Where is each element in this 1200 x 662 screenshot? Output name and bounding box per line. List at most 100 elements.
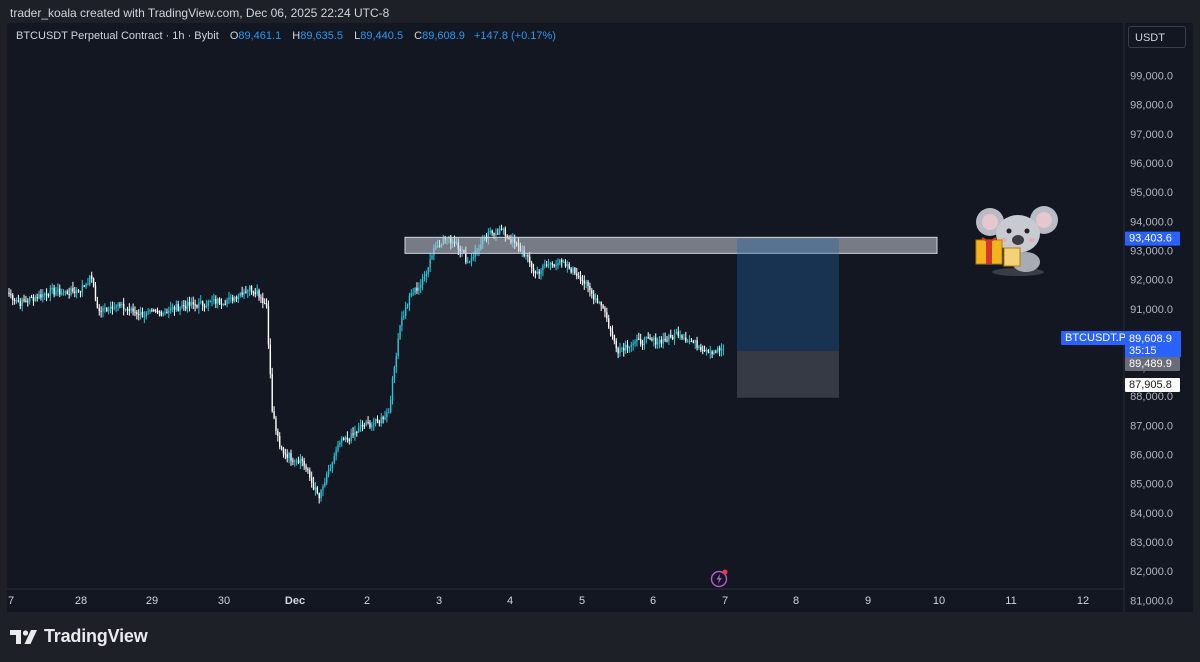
candle-body bbox=[624, 344, 627, 351]
candle bbox=[666, 335, 668, 343]
footer-brand: TradingView bbox=[10, 626, 148, 647]
candle bbox=[309, 467, 311, 481]
candle bbox=[177, 300, 179, 312]
candle bbox=[670, 329, 672, 339]
x-tick-label: 8 bbox=[793, 595, 799, 607]
symbol-price-tag-bg bbox=[1061, 331, 1125, 345]
candlestick-chart[interactable]: 99,000.0 98,000.0 97,000.0 96,000.0 95,000.0… bbox=[7, 23, 1193, 612]
candle bbox=[679, 330, 681, 340]
candle-body bbox=[96, 300, 99, 308]
candle-body bbox=[530, 262, 533, 269]
candle-body bbox=[186, 301, 189, 309]
candle bbox=[207, 299, 209, 312]
candle-body bbox=[371, 424, 373, 428]
x-tick-label: 7 bbox=[8, 595, 14, 607]
candle-body bbox=[412, 293, 414, 295]
candle bbox=[703, 345, 706, 353]
candle-body bbox=[403, 315, 405, 318]
candle-body bbox=[81, 285, 84, 293]
candle bbox=[651, 337, 653, 342]
candle-body bbox=[649, 338, 651, 340]
candle-body bbox=[408, 295, 411, 306]
candle bbox=[36, 293, 38, 302]
candle-body bbox=[707, 350, 710, 353]
candle bbox=[111, 301, 114, 315]
candle bbox=[660, 336, 663, 348]
candle-body bbox=[230, 297, 232, 299]
candle bbox=[183, 300, 185, 311]
candle-body bbox=[420, 285, 422, 288]
candle-body bbox=[290, 453, 292, 461]
candle bbox=[75, 287, 78, 299]
candle-body bbox=[205, 305, 208, 308]
position-target-zone bbox=[737, 238, 839, 352]
candle bbox=[126, 306, 129, 315]
candle-body bbox=[126, 309, 129, 311]
candle bbox=[141, 307, 144, 318]
candle bbox=[722, 344, 725, 356]
candle-body bbox=[692, 341, 695, 343]
candle-body bbox=[553, 264, 555, 267]
candle bbox=[132, 303, 134, 316]
candle bbox=[23, 294, 25, 303]
candle bbox=[267, 300, 270, 349]
candle bbox=[414, 287, 416, 296]
candle bbox=[369, 419, 371, 430]
candle bbox=[62, 288, 65, 296]
candle bbox=[611, 325, 614, 340]
candle bbox=[638, 332, 640, 341]
candle bbox=[356, 430, 358, 437]
candle-body bbox=[613, 335, 616, 341]
candle-body bbox=[83, 285, 85, 287]
candle-body bbox=[138, 314, 140, 316]
candle-body bbox=[645, 337, 648, 339]
candle-body bbox=[239, 292, 241, 296]
candle bbox=[346, 431, 349, 443]
candle-body bbox=[326, 473, 328, 483]
candle bbox=[636, 334, 638, 347]
candle bbox=[10, 289, 12, 299]
candle bbox=[57, 283, 59, 297]
candle bbox=[720, 343, 723, 357]
candle bbox=[243, 288, 245, 299]
candle-body bbox=[579, 277, 582, 281]
candle bbox=[389, 395, 392, 414]
currency-button[interactable]: USDT bbox=[1128, 26, 1186, 48]
y-tick-label: 98,000.0 bbox=[1130, 100, 1173, 112]
candle bbox=[51, 283, 53, 294]
candle bbox=[128, 303, 131, 316]
candle-body bbox=[718, 347, 721, 351]
candle-body bbox=[250, 286, 253, 292]
candle bbox=[574, 266, 576, 276]
candle-body bbox=[303, 460, 305, 466]
candle bbox=[192, 296, 194, 310]
candle bbox=[13, 297, 16, 305]
candle bbox=[130, 306, 132, 314]
y-tick-label: 82,000.0 bbox=[1130, 566, 1173, 578]
candle-body bbox=[309, 470, 311, 478]
candle-body bbox=[109, 306, 112, 310]
candle bbox=[378, 419, 381, 427]
candle-body bbox=[177, 304, 179, 311]
candle bbox=[608, 314, 610, 330]
candle-body bbox=[359, 425, 362, 428]
candle-body bbox=[327, 469, 330, 474]
candle bbox=[66, 289, 68, 295]
x-tick-label: 6 bbox=[650, 595, 656, 607]
candle bbox=[294, 459, 296, 467]
candle-body bbox=[87, 284, 89, 286]
candle-body bbox=[100, 310, 102, 312]
chart-frame[interactable]: 99,000.0 98,000.0 97,000.0 96,000.0 95,000.0… bbox=[7, 23, 1193, 612]
candle bbox=[583, 275, 585, 290]
candle-body bbox=[600, 302, 602, 306]
candle-body bbox=[564, 261, 567, 267]
candle-body bbox=[594, 298, 597, 300]
candle bbox=[245, 285, 247, 294]
candle bbox=[395, 352, 397, 374]
candle bbox=[273, 406, 275, 420]
lightning-icon[interactable] bbox=[710, 568, 730, 588]
candle-body bbox=[369, 422, 371, 428]
candle bbox=[342, 436, 345, 441]
candle bbox=[598, 300, 601, 305]
candle-body bbox=[339, 442, 341, 445]
